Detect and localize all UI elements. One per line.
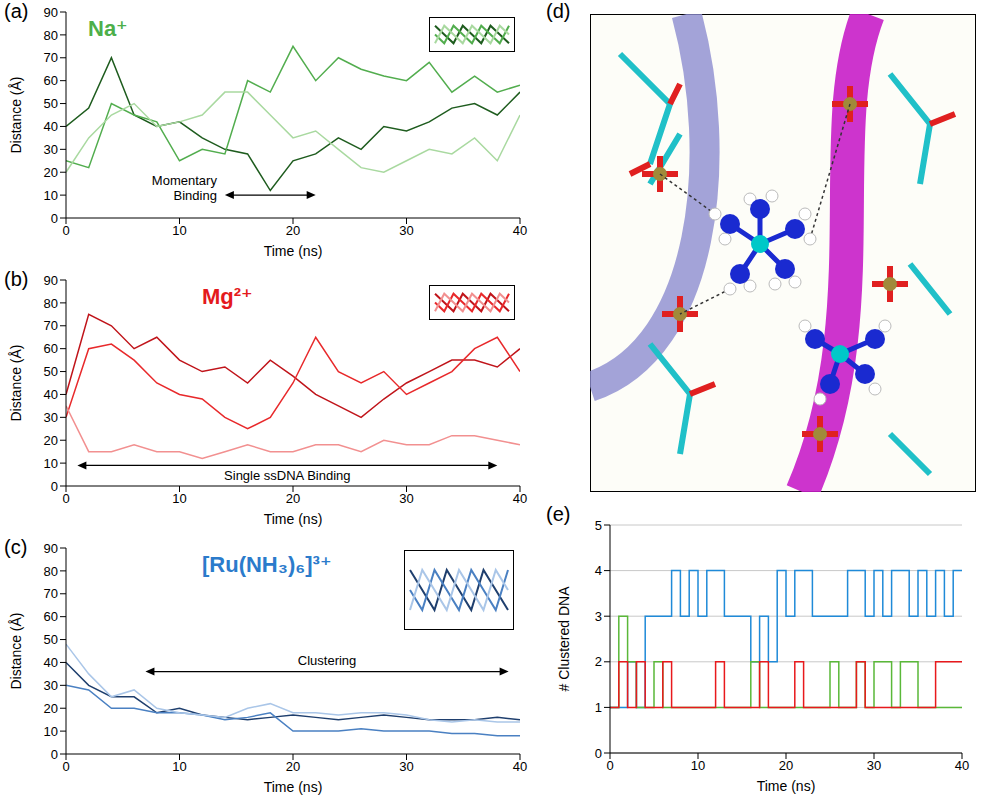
html-text:Mg²⁺: Mg²⁺ xyxy=(202,284,253,309)
svg-text:30: 30 xyxy=(44,678,58,693)
svg-text:20: 20 xyxy=(286,759,300,774)
svg-text:3: 3 xyxy=(595,609,602,624)
svg-text:40: 40 xyxy=(513,759,527,774)
html-text:Na⁺: Na⁺ xyxy=(88,16,128,41)
svg-text:30: 30 xyxy=(44,142,58,157)
svg-text:20: 20 xyxy=(44,165,58,180)
svg-text:Time (ns): Time (ns) xyxy=(757,778,816,794)
svg-text:10: 10 xyxy=(172,223,186,238)
svg-text:Time (ns): Time (ns) xyxy=(264,779,323,795)
svg-text:20: 20 xyxy=(779,758,793,773)
svg-text:70: 70 xyxy=(44,586,58,601)
svg-text:60: 60 xyxy=(44,73,58,88)
svg-text:4: 4 xyxy=(595,563,602,578)
svg-text:0: 0 xyxy=(51,479,58,494)
svg-text:0: 0 xyxy=(62,491,69,506)
svg-text:2: 2 xyxy=(595,654,602,669)
svg-text:0: 0 xyxy=(51,211,58,226)
svg-text:# Clustered DNA: # Clustered DNA xyxy=(556,586,572,692)
svg-text:5: 5 xyxy=(595,518,602,533)
svg-text:10: 10 xyxy=(172,491,186,506)
svg-text:40: 40 xyxy=(44,387,58,402)
svg-text:Distance (Å): Distance (Å) xyxy=(8,76,24,153)
svg-text:1: 1 xyxy=(595,700,602,715)
svg-text:70: 70 xyxy=(44,318,58,333)
svg-text:70: 70 xyxy=(44,50,58,65)
html-text:(e): (e) xyxy=(546,503,571,525)
svg-text:10: 10 xyxy=(44,724,58,739)
svg-text:40: 40 xyxy=(44,119,58,134)
svg-text:80: 80 xyxy=(44,28,58,43)
svg-text:Distance (Å): Distance (Å) xyxy=(8,344,24,421)
svg-text:50: 50 xyxy=(44,364,58,379)
svg-text:0: 0 xyxy=(606,758,613,773)
html-text:(b): (b) xyxy=(4,268,29,290)
svg-text:Time (ns): Time (ns) xyxy=(264,243,323,259)
svg-text:20: 20 xyxy=(44,701,58,716)
svg-text:30: 30 xyxy=(399,759,413,774)
html-text:[Ru(NH₃)₆]³⁺: [Ru(NH₃)₆]³⁺ xyxy=(202,552,332,577)
svg-text:30: 30 xyxy=(44,410,58,425)
svg-text:20: 20 xyxy=(286,491,300,506)
svg-text:10: 10 xyxy=(172,759,186,774)
html-text:(a): (a) xyxy=(4,0,29,22)
svg-text:50: 50 xyxy=(44,96,58,111)
svg-text:MomentaryBinding: MomentaryBinding xyxy=(152,173,218,203)
svg-text:20: 20 xyxy=(286,223,300,238)
svg-text:Time (ns): Time (ns) xyxy=(264,511,323,527)
svg-text:90: 90 xyxy=(44,273,58,288)
svg-text:10: 10 xyxy=(44,188,58,203)
svg-text:Clustering: Clustering xyxy=(298,653,357,668)
html-text:(d): (d) xyxy=(546,0,571,22)
svg-text:0: 0 xyxy=(51,747,58,762)
svg-text:40: 40 xyxy=(955,758,969,773)
svg-text:60: 60 xyxy=(44,609,58,624)
svg-text:60: 60 xyxy=(44,341,58,356)
html-text:(c): (c) xyxy=(4,536,28,558)
svg-text:80: 80 xyxy=(44,564,58,579)
svg-text:50: 50 xyxy=(44,632,58,647)
svg-text:80: 80 xyxy=(44,296,58,311)
svg-text:Single ssDNA Binding: Single ssDNA Binding xyxy=(224,468,350,483)
svg-text:10: 10 xyxy=(44,456,58,471)
svg-text:0: 0 xyxy=(595,746,602,761)
svg-text:0: 0 xyxy=(62,223,69,238)
svg-text:30: 30 xyxy=(399,491,413,506)
svg-text:0: 0 xyxy=(62,759,69,774)
svg-text:Distance (Å): Distance (Å) xyxy=(8,612,24,689)
svg-text:30: 30 xyxy=(399,223,413,238)
svg-text:90: 90 xyxy=(44,5,58,20)
svg-text:40: 40 xyxy=(513,491,527,506)
svg-text:40: 40 xyxy=(44,655,58,670)
svg-text:10: 10 xyxy=(691,758,705,773)
svg-text:40: 40 xyxy=(513,223,527,238)
svg-text:90: 90 xyxy=(44,541,58,556)
svg-text:30: 30 xyxy=(867,758,881,773)
svg-text:20: 20 xyxy=(44,433,58,448)
